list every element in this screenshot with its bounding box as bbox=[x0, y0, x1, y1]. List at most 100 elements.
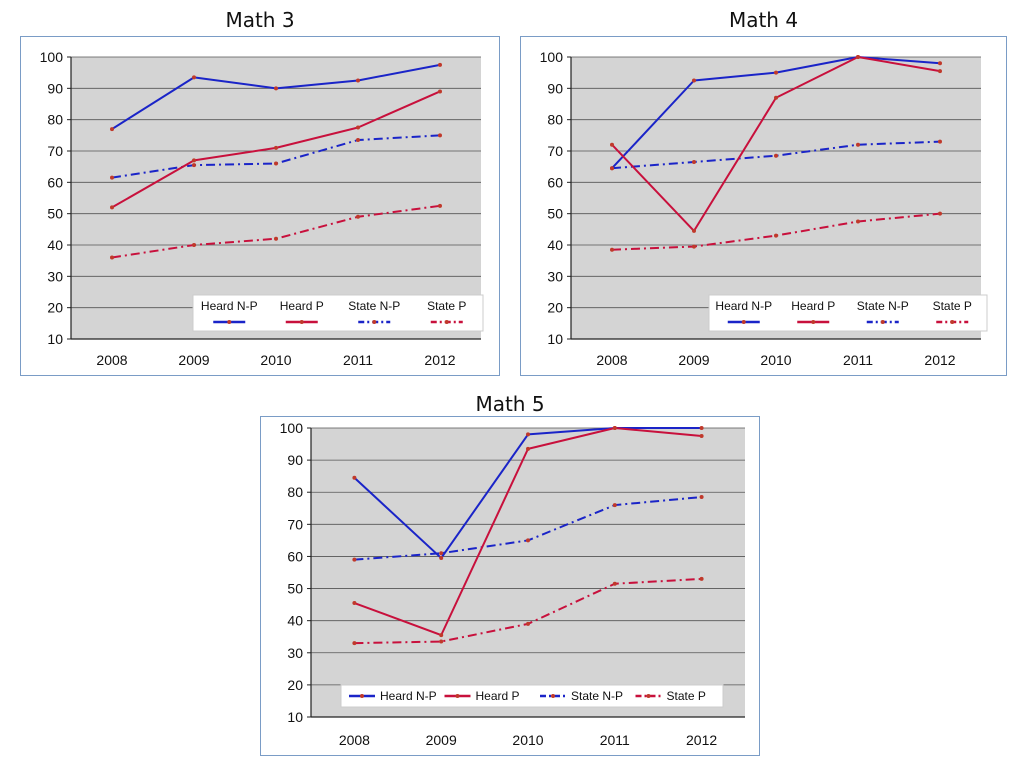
data-point bbox=[110, 175, 114, 180]
y-tick-label: 70 bbox=[47, 143, 63, 159]
legend-label: Heard N-P bbox=[201, 299, 258, 313]
y-tick-label: 30 bbox=[547, 268, 563, 284]
chart-svg-math-3: 10 20 30 40 50 60 70 80 90 100 2008 2009 2010 2011 201… bbox=[40, 49, 484, 368]
data-point bbox=[352, 475, 357, 480]
x-tick-label: 2008 bbox=[96, 352, 127, 368]
x-tick-label: 2012 bbox=[924, 352, 955, 368]
legend-label: State P bbox=[667, 689, 706, 703]
data-point bbox=[356, 78, 360, 83]
legend-marker bbox=[551, 694, 555, 698]
data-point bbox=[774, 70, 778, 75]
y-tick-label: 10 bbox=[287, 709, 303, 725]
x-tick-label: 2011 bbox=[600, 732, 630, 748]
y-tick-label: 60 bbox=[287, 548, 303, 564]
y-tick-label: 100 bbox=[40, 49, 64, 65]
data-point bbox=[439, 551, 444, 556]
legend-marker bbox=[227, 320, 232, 324]
data-point bbox=[938, 211, 942, 216]
legend-marker bbox=[455, 694, 460, 698]
data-point bbox=[526, 432, 530, 437]
data-point bbox=[356, 214, 360, 219]
y-tick-label: 50 bbox=[47, 206, 63, 222]
legend-label: Heard P bbox=[791, 299, 835, 313]
plot-area bbox=[571, 57, 981, 339]
y-tick-label: 80 bbox=[287, 484, 303, 500]
data-point bbox=[526, 538, 530, 543]
x-tick-label: 2011 bbox=[343, 352, 373, 368]
legend bbox=[708, 294, 988, 332]
data-point bbox=[439, 639, 444, 644]
data-point bbox=[699, 576, 704, 581]
y-tick-label: 70 bbox=[287, 516, 303, 532]
y-tick-label: 10 bbox=[547, 331, 563, 347]
y-tick-label: 80 bbox=[547, 112, 563, 128]
data-point bbox=[856, 219, 860, 224]
data-point bbox=[438, 133, 442, 138]
data-point bbox=[856, 142, 860, 147]
y-tick-label: 70 bbox=[547, 143, 563, 159]
data-point bbox=[352, 557, 357, 562]
x-tick-label: 2008 bbox=[596, 352, 627, 368]
data-point bbox=[110, 127, 114, 132]
data-point bbox=[612, 503, 617, 508]
x-tick-label: 2011 bbox=[843, 352, 873, 368]
data-point bbox=[699, 434, 704, 439]
legend-marker bbox=[360, 694, 364, 698]
legend-label: State P bbox=[427, 299, 466, 313]
data-point bbox=[612, 581, 617, 586]
chart-svg-math-4: 10 20 30 40 50 60 70 80 90 100 2008 2009 2010 2011 201… bbox=[540, 49, 988, 368]
data-point bbox=[274, 161, 278, 166]
x-tick-label: 2010 bbox=[260, 352, 291, 368]
x-tick-label: 2012 bbox=[686, 732, 717, 748]
data-point bbox=[610, 166, 614, 171]
y-tick-label: 50 bbox=[547, 206, 563, 222]
legend-marker bbox=[646, 694, 651, 698]
data-point bbox=[192, 243, 196, 247]
data-point bbox=[356, 138, 360, 143]
data-point bbox=[352, 641, 357, 646]
data-point bbox=[192, 158, 196, 163]
data-point bbox=[692, 244, 696, 249]
data-point bbox=[774, 153, 778, 158]
chart-math-5: 10 20 30 40 50 60 70 80 90 100 2008 2009 2010 2011 201… bbox=[260, 416, 760, 756]
data-point bbox=[274, 86, 278, 91]
y-tick-label: 20 bbox=[547, 300, 563, 316]
data-point bbox=[699, 426, 704, 430]
data-point bbox=[274, 145, 278, 150]
legend-label: Heard P bbox=[476, 689, 520, 703]
data-point bbox=[612, 426, 617, 430]
legend-label: State P bbox=[933, 299, 972, 313]
series-line-staten-p bbox=[611, 140, 941, 170]
legend-label: State N-P bbox=[348, 299, 400, 313]
y-tick-label: 100 bbox=[280, 420, 304, 436]
legend-marker bbox=[299, 320, 304, 324]
chart-title-math-4: Math 4 bbox=[728, 8, 799, 32]
y-tick-label: 50 bbox=[287, 581, 303, 597]
y-tick-label: 40 bbox=[547, 237, 563, 253]
data-point bbox=[856, 55, 860, 59]
data-point bbox=[274, 236, 278, 241]
legend-marker bbox=[950, 320, 955, 324]
data-point bbox=[774, 95, 778, 100]
data-point bbox=[692, 228, 696, 233]
y-tick-label: 90 bbox=[47, 80, 63, 96]
y-tick-label: 30 bbox=[47, 268, 63, 284]
y-tick-label: 10 bbox=[47, 331, 63, 347]
legend bbox=[192, 294, 484, 332]
y-tick-label: 60 bbox=[47, 174, 63, 190]
data-point bbox=[438, 89, 442, 94]
y-tick-label: 40 bbox=[287, 613, 303, 629]
legend-label: Heard P bbox=[280, 299, 324, 313]
legend-marker bbox=[880, 320, 885, 324]
data-point bbox=[526, 621, 530, 626]
data-point bbox=[938, 61, 942, 66]
y-tick-label: 100 bbox=[540, 49, 564, 65]
x-tick-label: 2009 bbox=[426, 732, 457, 748]
legend-marker bbox=[811, 320, 816, 324]
data-point bbox=[439, 633, 444, 638]
y-tick-label: 30 bbox=[287, 645, 303, 661]
legend-label: Heard N-P bbox=[380, 689, 437, 703]
y-tick-label: 90 bbox=[547, 80, 563, 96]
data-point bbox=[526, 446, 530, 451]
plot-area bbox=[311, 428, 745, 717]
